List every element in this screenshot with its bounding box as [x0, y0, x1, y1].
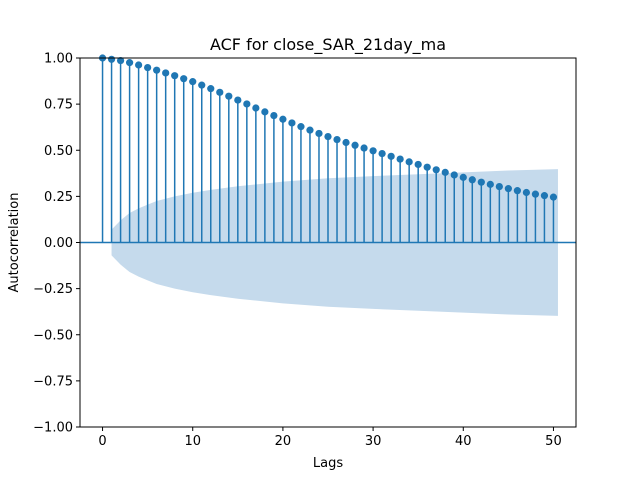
acf-marker — [144, 63, 152, 72]
acf-marker — [387, 152, 395, 160]
acf-marker — [279, 115, 287, 123]
y-tick-label: −0.50 — [33, 328, 73, 343]
x-tick-label: 0 — [98, 434, 106, 449]
acf-marker — [513, 187, 521, 195]
acf-marker — [315, 129, 323, 138]
y-tick-label: −1.00 — [33, 421, 73, 436]
acf-marker — [270, 111, 278, 120]
acf-marker — [495, 182, 503, 191]
y-tick-label: −0.25 — [33, 282, 73, 297]
stem-layer — [80, 54, 576, 244]
acf-marker — [486, 180, 494, 188]
acf-marker — [126, 59, 134, 67]
acf-marker — [288, 119, 296, 127]
acf-marker — [225, 92, 233, 100]
x-ticks: 0 10 20 30 40 50 — [98, 427, 562, 449]
acf-marker — [459, 173, 467, 181]
x-tick-label: 40 — [455, 434, 472, 449]
x-tick-label: 10 — [184, 434, 201, 449]
acf-marker — [153, 66, 161, 74]
acf-marker — [414, 160, 422, 169]
acf-marker — [198, 81, 206, 89]
chart-title: ACF for close_SAR_21day_ma — [210, 35, 446, 55]
acf-marker — [297, 123, 305, 131]
y-tick-label: 0.50 — [44, 144, 73, 159]
acf-marker — [216, 88, 224, 96]
acf-marker — [369, 147, 377, 155]
acf-marker — [468, 176, 476, 184]
acf-marker — [135, 61, 143, 69]
y-tick-label: 1.00 — [44, 52, 73, 67]
x-tick-label: 20 — [275, 434, 292, 449]
acf-marker — [116, 56, 125, 65]
acf-marker — [450, 171, 458, 179]
x-tick-label: 30 — [365, 434, 382, 449]
x-axis-label: Lags — [313, 456, 343, 471]
acf-marker — [180, 75, 188, 83]
acf-marker — [252, 104, 260, 112]
acf-marker — [162, 69, 170, 77]
acf-marker — [549, 193, 558, 201]
acf-marker — [261, 108, 269, 116]
acf-marker — [423, 163, 431, 171]
acf-marker — [342, 138, 350, 147]
acf-marker — [189, 78, 197, 86]
y-tick-label: −0.75 — [33, 374, 73, 389]
acf-marker — [531, 190, 540, 198]
acf-marker — [360, 144, 368, 152]
acf-marker — [351, 141, 359, 149]
acf-marker — [477, 178, 485, 186]
acf-marker — [107, 55, 116, 63]
acf-marker — [333, 135, 341, 144]
y-ticks: −1.00 −0.75 −0.50 −0.25 0.00 0.25 0.50 0.75 1.00 — [33, 52, 80, 436]
acf-marker — [405, 158, 413, 166]
acf-marker — [378, 149, 386, 158]
x-tick-label: 50 — [545, 434, 562, 449]
acf-marker — [522, 188, 531, 197]
acf-marker — [243, 100, 251, 108]
acf-marker — [207, 85, 215, 93]
acf-marker — [324, 132, 332, 141]
acf-marker — [504, 185, 512, 193]
y-tick-label: 0.00 — [44, 236, 73, 251]
y-tick-label: 0.75 — [44, 98, 73, 113]
acf-marker — [540, 192, 549, 200]
acf-marker — [306, 126, 314, 134]
acf-marker — [171, 72, 179, 80]
acf-marker — [234, 96, 242, 104]
acf-marker — [396, 155, 404, 163]
y-axis-label: Autocorrelation — [7, 193, 22, 293]
acf-marker — [441, 168, 449, 176]
y-tick-label: 0.25 — [44, 190, 73, 205]
acf-marker — [432, 166, 440, 174]
